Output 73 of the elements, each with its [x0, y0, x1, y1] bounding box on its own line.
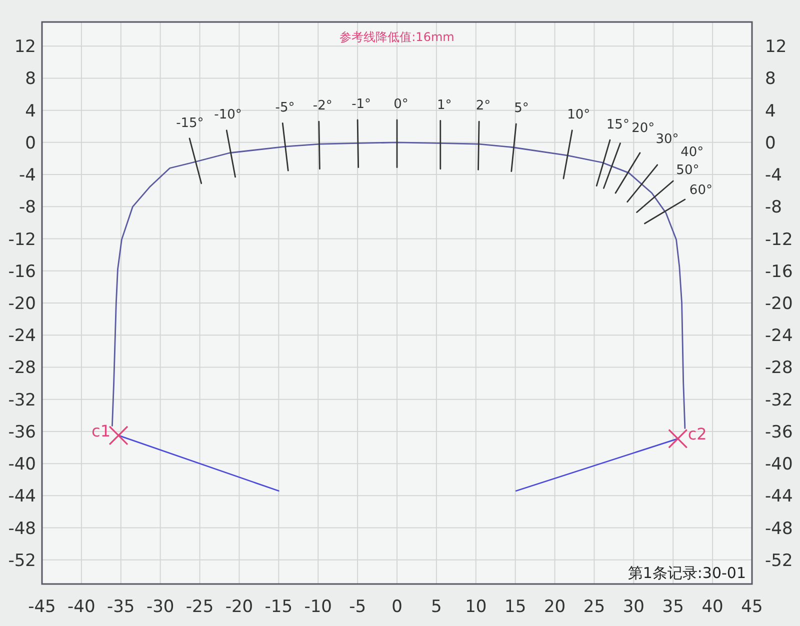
y2-tick-label: 4 — [765, 101, 776, 122]
x-tick-label: 20 — [544, 597, 566, 617]
x-tick-label: -10 — [304, 597, 332, 617]
y-tick-label: -20 — [8, 294, 36, 314]
y-tick-label: -16 — [8, 262, 36, 282]
annotation: 5° — [514, 101, 529, 116]
y-tick-label: 12 — [14, 37, 36, 58]
annotation: c1 — [92, 421, 111, 440]
annotation: -15° — [176, 116, 204, 131]
y2-tick-label: -12 — [765, 230, 793, 250]
x-tick-label: 15 — [504, 597, 526, 617]
y2-tick-label: -24 — [765, 326, 793, 346]
y-tick-label: -24 — [8, 326, 36, 346]
y2-tick-label: 12 — [765, 37, 787, 58]
x-tick-label: -20 — [225, 597, 254, 617]
y2-tick-label: -44 — [765, 486, 793, 507]
x-tick-label: 35 — [662, 597, 684, 617]
annotation: 0° — [394, 96, 408, 112]
x-tick-label: 45 — [741, 597, 763, 617]
y-tick-label: 4 — [25, 101, 36, 122]
annotation: 30° — [656, 132, 679, 147]
x-tick-label: 0 — [392, 597, 402, 617]
y2-tick-label: -28 — [765, 358, 793, 378]
x-tick-label: -40 — [68, 597, 96, 617]
x-tick-label: 25 — [583, 597, 606, 617]
x-tick-label: -5 — [349, 597, 366, 617]
y2-tick-label: -20 — [765, 294, 793, 314]
y2-tick-label: 0 — [765, 133, 776, 154]
annotation: 20° — [632, 121, 655, 136]
y2-tick-label: -36 — [765, 422, 793, 442]
y-tick-label: -40 — [8, 454, 36, 475]
y2-tick-label: -16 — [765, 262, 793, 282]
x-tick-label: -25 — [186, 597, 214, 617]
annotation: 10° — [567, 108, 590, 123]
y-tick-label: -52 — [8, 550, 36, 571]
y-tick-label: -4 — [19, 166, 36, 186]
y2-tick-label: -8 — [765, 198, 782, 218]
y2-tick-label: -32 — [765, 390, 793, 410]
y2-tick-label: 8 — [765, 69, 776, 90]
annotation: 15° — [606, 118, 630, 133]
y-tick-label: -32 — [8, 390, 36, 410]
annotation: 1° — [437, 98, 452, 113]
annotation: 50° — [676, 162, 700, 178]
y2-tick-label: -4 — [765, 166, 782, 186]
x-tick-label: -45 — [28, 597, 56, 617]
annotation: -2° — [312, 98, 332, 114]
x-tick-label: 30 — [622, 597, 644, 617]
annotation: -1° — [352, 96, 372, 112]
x-tick-label: 10 — [465, 597, 487, 617]
y-tick-label: 0 — [25, 133, 36, 154]
x-tick-label: -15 — [264, 597, 293, 617]
annotation: 60° — [689, 183, 712, 198]
y2-tick-label: -48 — [765, 518, 793, 539]
x-tick-label: -30 — [146, 597, 174, 617]
annotation: 第1条记录:30-01 — [628, 564, 746, 582]
y-tick-label: 8 — [25, 69, 36, 90]
y2-tick-label: -52 — [765, 550, 793, 571]
x-tick-label: 40 — [702, 597, 724, 617]
y2-tick-label: -40 — [765, 454, 793, 475]
y-tick-label: -8 — [19, 198, 36, 218]
annotation: 2° — [476, 98, 491, 114]
annotation: 参考线降低值:16mm — [340, 30, 454, 44]
y-tick-label: -48 — [8, 518, 36, 539]
annotation: -5° — [275, 100, 295, 116]
x-tick-label: 5 — [431, 597, 442, 617]
annotation: -10° — [214, 108, 242, 123]
y-tick-label: -28 — [8, 358, 36, 378]
y-tick-label: -36 — [8, 422, 36, 442]
annotation: 40° — [680, 145, 704, 160]
y-tick-label: -44 — [8, 486, 36, 507]
x-tick-label: -35 — [107, 597, 135, 617]
annotation: c2 — [688, 424, 707, 444]
y-tick-label: -12 — [8, 230, 36, 250]
